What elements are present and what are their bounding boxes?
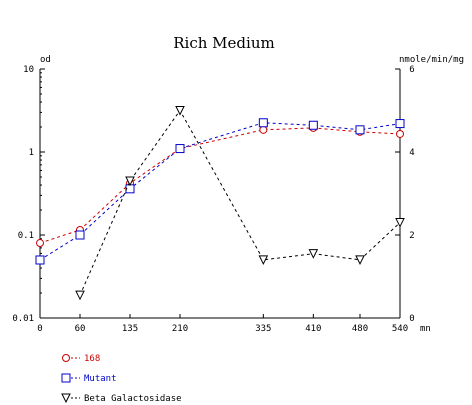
series-2 (75, 106, 405, 301)
data-point (259, 125, 268, 134)
y-left-tick-label: 1 (29, 148, 34, 158)
legend-marker (61, 393, 71, 404)
x-axis-label: mn (420, 324, 431, 334)
x-tick-label: 0 (37, 324, 42, 334)
chart-title: Rich Medium (173, 34, 274, 52)
x-tick-label: 540 (392, 324, 408, 334)
legend-item: Mutant (61, 373, 117, 384)
data-point (75, 290, 85, 301)
data-point (396, 129, 404, 138)
x-tick-label: 210 (172, 324, 188, 334)
series-layer (35, 106, 405, 301)
legend-label: Beta Galactosidase (84, 394, 182, 404)
legend-marker (61, 373, 71, 383)
data-point (355, 255, 365, 266)
series-line (79, 109, 401, 296)
data-point (258, 118, 268, 128)
y-left-tick-label: 0.01 (12, 314, 34, 324)
data-point (395, 119, 405, 129)
y-right-axis-label: nmole/min/mg (399, 55, 464, 65)
y-right-tick-label: 0 (409, 314, 414, 324)
data-point (395, 218, 405, 228)
series-line (39, 122, 401, 261)
data-point (35, 255, 45, 265)
legend-item: Beta Galactosidase (61, 393, 182, 404)
x-tick-label: 135 (122, 324, 138, 334)
data-point (355, 125, 365, 135)
data-point (125, 176, 135, 187)
data-point (308, 249, 319, 259)
data-point (175, 106, 185, 116)
x-tick-label: 410 (305, 324, 321, 334)
y-right-tick-label: 4 (409, 148, 414, 158)
axes: 0 60 135 210 335 410 480 540 0.01 0.1 1 10 0 2 4 6 (12, 65, 414, 334)
legend: 168 Mutant Beta Galactosidase (61, 354, 182, 404)
y-left-axis-label: od (40, 55, 51, 65)
y-left-tick-label: 10 (23, 65, 34, 75)
y-right-tick-label: 2 (409, 231, 414, 241)
series-line (39, 127, 401, 244)
legend-marker (62, 354, 70, 362)
data-point (36, 239, 44, 248)
y-left-tick-label: 0.1 (18, 231, 34, 241)
data-point (175, 144, 185, 154)
series-1 (35, 118, 405, 265)
x-tick-label: 60 (75, 324, 86, 334)
data-point (258, 255, 269, 266)
series-0 (36, 123, 404, 248)
data-point (75, 230, 85, 240)
legend-label: 168 (84, 354, 100, 364)
x-tick-label: 335 (255, 324, 271, 334)
legend-label: Mutant (84, 374, 117, 384)
data-point (308, 120, 318, 130)
legend-item: 168 (62, 354, 100, 364)
x-tick-label: 480 (352, 324, 368, 334)
y-right-tick-label: 6 (409, 65, 414, 75)
